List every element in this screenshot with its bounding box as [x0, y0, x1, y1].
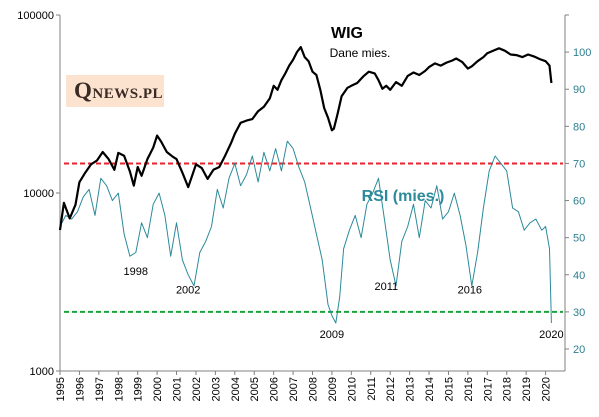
rsi-series-line	[59, 140, 552, 324]
wig-title: WIG	[331, 25, 363, 42]
logo-text: QNEWS.PL	[74, 78, 163, 104]
x-tick-label: 2005	[249, 377, 261, 401]
wig-subtitle: Dane mies.	[330, 46, 391, 60]
x-tick-label: 2004	[230, 377, 242, 401]
rsi-annotation-label: 1998	[124, 266, 148, 278]
right-tick-label: 90	[573, 84, 585, 96]
rsi-title: RSI (mies.)	[362, 188, 445, 205]
x-tick-label: 2015	[443, 377, 455, 401]
x-tick-label: 2008	[308, 377, 320, 401]
x-tick-label: 2010	[346, 377, 358, 401]
left-tick-label: 10000	[23, 188, 54, 200]
x-tick-label: 2000	[152, 377, 164, 401]
x-tick-label: 2018	[502, 377, 514, 401]
x-tick-label: 1998	[113, 377, 125, 401]
x-tick-label: 2014	[424, 377, 436, 401]
left-tick-label: 100000	[17, 10, 54, 22]
rsi-reference-lines	[64, 162, 563, 313]
right-tick-label: 100	[573, 47, 591, 59]
rsi-annotation-label: 2020	[539, 329, 563, 341]
x-tick-label: 1997	[94, 377, 106, 401]
x-tick-label: 2016	[463, 377, 475, 401]
rsi-annotation-label: 2002	[176, 285, 200, 297]
x-tick-label: 2012	[385, 377, 397, 401]
right-tick-label: 60	[573, 196, 585, 208]
right-tick-label: 70	[573, 158, 585, 170]
qnews-logo: QNEWS.PL	[66, 75, 164, 107]
right-y-ticks: 20 30 40 50 60 70 80 90 100	[565, 14, 591, 356]
x-tick-label: 2001	[172, 377, 184, 401]
x-tick-label: 2009	[327, 377, 339, 401]
right-tick-label: 50	[573, 233, 585, 245]
x-tick-label: 2011	[366, 377, 378, 401]
right-tick-label: 40	[573, 270, 585, 282]
right-tick-label: 30	[573, 307, 585, 319]
x-tick-label: 2013	[405, 377, 417, 401]
left-y-ticks: 1000 10000 100000	[17, 10, 60, 378]
rsi-annotation-label: 2009	[320, 329, 344, 341]
x-tick-label: 2003	[210, 377, 222, 401]
x-tick-label: 1995	[55, 377, 67, 401]
x-tick-label: 2017	[482, 377, 494, 401]
rsi-annotations: 1998 2002 2009 2011 2016 2020	[124, 266, 564, 341]
x-tick-label: 2007	[288, 377, 300, 401]
rsi-annotation-label: 2011	[374, 281, 398, 293]
x-tick-label: 2020	[541, 377, 553, 401]
left-tick-label: 1000	[30, 366, 54, 378]
rsi-annotation-label: 2016	[458, 285, 482, 297]
x-tick-label: 2019	[521, 377, 533, 401]
right-tick-label: 80	[573, 121, 585, 133]
logo-rest: NEWS.PL	[92, 86, 163, 102]
x-tick-label: 1996	[74, 377, 86, 401]
logo-initial: Q	[74, 78, 93, 103]
x-tick-label: 2006	[269, 377, 281, 401]
chart-axes	[59, 15, 566, 372]
x-tick-label: 2002	[191, 377, 203, 401]
x-tick-label: 1999	[133, 377, 145, 401]
wig-series-line	[58, 46, 553, 231]
right-tick-label: 20	[573, 344, 585, 356]
x-ticks: 1995 1996 1997 1998 1999 2000 2001 2002 2003 2004…	[55, 371, 553, 401]
